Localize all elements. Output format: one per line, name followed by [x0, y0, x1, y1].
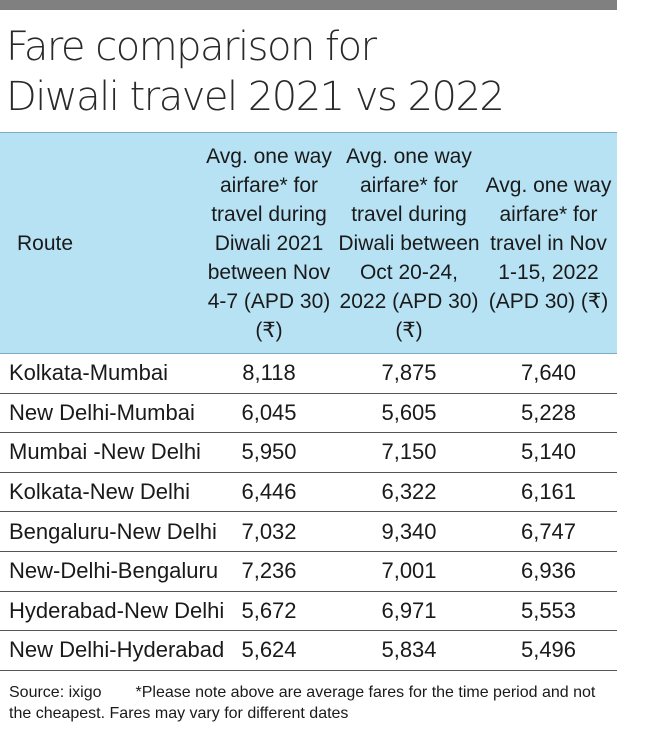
fare-table-container: Route Avg. one way airfare* for travel d…: [0, 132, 617, 671]
fare-nov-cell: 6,161: [480, 472, 617, 513]
title-line-2: Diwali travel 2021 vs 2022: [6, 74, 505, 120]
fare-2021-cell: 5,672: [200, 591, 338, 632]
fare-2021-cell: 6,045: [200, 393, 338, 434]
route-cell: Kolkata-New Delhi: [0, 472, 200, 513]
table-row: Kolkata-New Delhi 6,446 6,322 6,161: [0, 472, 617, 513]
fare-nov-cell: 7,640: [480, 353, 617, 394]
fare-nov-cell: 5,553: [480, 591, 617, 632]
fare-table: Route Avg. one way airfare* for travel d…: [0, 132, 617, 671]
fare-2022-cell: 7,001: [338, 551, 480, 592]
route-cell: Kolkata-Mumbai: [0, 353, 200, 394]
table-row: Mumbai -New Delhi 5,950 7,150 5,140: [0, 432, 617, 473]
header-2022-text: Avg. one way airfare* for travel during …: [338, 144, 480, 342]
table-row: New-Delhi-Bengaluru 7,236 7,001 6,936: [0, 551, 617, 592]
header-route: Route: [0, 132, 200, 354]
fare-2022-cell: 5,605: [338, 393, 480, 434]
fare-2021-cell: 7,032: [200, 511, 338, 552]
source-label: Source: ixigo: [9, 684, 102, 701]
table-row: Bengaluru-New Delhi 7,032 9,340 6,747: [0, 511, 617, 552]
fare-nov-cell: 5,140: [480, 432, 617, 473]
table-row: Hyderabad-New Delhi 5,672 6,971 5,553: [0, 591, 617, 632]
route-cell: New Delhi-Hyderabad: [0, 630, 224, 671]
fare-2021-cell: 5,950: [200, 432, 338, 473]
fare-2022-cell: 6,322: [338, 472, 480, 513]
fare-2022-cell: 7,150: [338, 432, 480, 473]
header-nov: Avg. one way airfare* for travel in Nov …: [480, 132, 617, 354]
header-2021: Avg. one way airfare* for travel during …: [200, 132, 338, 354]
title-line-1: Fare comparison for: [6, 24, 377, 70]
header-2021-text: Avg. one way airfare* for travel during …: [206, 144, 332, 342]
route-cell: New Delhi-Mumbai: [0, 393, 200, 434]
route-cell: New-Delhi-Bengaluru: [0, 551, 218, 592]
fare-2021-cell: 7,236: [200, 551, 338, 592]
fare-nov-cell: 5,228: [480, 393, 617, 434]
table-row: Kolkata-Mumbai 8,118 7,875 7,640: [0, 353, 617, 394]
disclaimer-text: *Please note above are average fares for…: [9, 684, 596, 722]
header-2022: Avg. one way airfare* for travel during …: [338, 132, 480, 354]
fare-nov-cell: 5,496: [480, 630, 617, 671]
fare-2022-cell: 7,875: [338, 353, 480, 394]
top-rule: [0, 0, 617, 10]
fare-2021-cell: 5,624: [200, 630, 338, 671]
fare-2021-cell: 6,446: [200, 472, 338, 513]
table-row: New Delhi-Hyderabad 5,624 5,834 5,496: [0, 630, 617, 671]
fare-2022-cell: 9,340: [338, 511, 480, 552]
fare-2021-cell: 8,118: [200, 353, 338, 394]
fare-nov-cell: 6,936: [480, 551, 617, 592]
footer-note: Source: ixigo *Please note above are aver…: [9, 682, 614, 724]
fare-2022-cell: 6,971: [338, 591, 480, 632]
page-title: Fare comparison for Diwali travel 2021 v…: [6, 22, 616, 122]
fare-nov-cell: 6,747: [480, 511, 617, 552]
route-cell: Mumbai -New Delhi: [0, 432, 201, 473]
table-row: New Delhi-Mumbai 6,045 5,605 5,228: [0, 393, 617, 434]
fare-2022-cell: 5,834: [338, 630, 480, 671]
route-cell: Bengaluru-New Delhi: [0, 511, 217, 552]
table-header-row: Route Avg. one way airfare* for travel d…: [0, 132, 617, 354]
route-cell: Hyderabad-New Delhi: [0, 591, 224, 632]
header-nov-text: Avg. one way airfare* for travel in Nov …: [485, 173, 612, 313]
